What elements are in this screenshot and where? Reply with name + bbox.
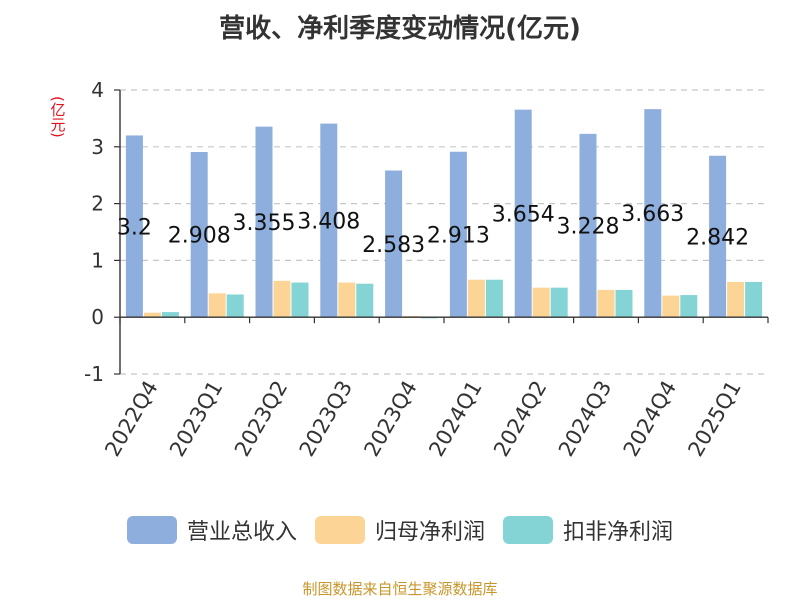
y-tick-label: 4 xyxy=(91,78,104,102)
bar-revenue xyxy=(709,155,727,318)
legend: 营业总收入 归母净利润 扣非净利润 xyxy=(0,514,800,546)
bar-deducted-profit xyxy=(550,287,568,318)
bar-net-profit xyxy=(532,287,550,318)
legend-label-net-profit: 归母净利润 xyxy=(374,520,485,545)
x-tick-label: 2025Q1 xyxy=(683,377,745,461)
bar-revenue xyxy=(579,133,597,318)
legend-label-revenue: 营业总收入 xyxy=(186,520,297,545)
x-tick-label: 2024Q2 xyxy=(489,377,551,461)
data-label-revenue: 3.663 xyxy=(621,202,684,227)
bar-net-profit xyxy=(273,280,291,318)
bar-net-profit xyxy=(208,293,226,318)
legend-item-deducted-profit[interactable]: 扣非净利润 xyxy=(503,514,673,546)
x-tick-label: 2023Q2 xyxy=(230,377,292,461)
bar-deducted-profit xyxy=(745,281,763,318)
data-label-revenue: 3.654 xyxy=(492,202,555,227)
x-tick-label: 2024Q1 xyxy=(424,377,486,461)
x-tick-label: 2024Q3 xyxy=(554,377,616,461)
bar-net-profit xyxy=(338,282,356,318)
bar-deducted-profit xyxy=(291,282,309,318)
y-axis-ticks: 4 3 2 1 0 -1 xyxy=(84,78,120,386)
bar-deducted-profit xyxy=(680,295,698,318)
data-label-revenue: 3.355 xyxy=(233,211,296,236)
x-tick-label: 2023Q3 xyxy=(295,377,357,461)
bar-revenue xyxy=(644,109,662,318)
y-tick-label: 3 xyxy=(91,135,104,159)
bar-net-profit xyxy=(143,312,161,318)
legend-item-revenue[interactable]: 营业总收入 xyxy=(126,514,297,546)
data-label-revenue: 2.913 xyxy=(427,223,490,248)
y-axis-unit-label: (亿元) xyxy=(48,96,67,138)
y-tick-label: 2 xyxy=(91,192,104,216)
bar-net-profit xyxy=(727,281,745,318)
data-label-revenue: 3.2 xyxy=(117,215,152,240)
data-label-revenue: 2.842 xyxy=(686,225,749,250)
bar-deducted-profit xyxy=(615,289,633,318)
x-tick-label: 2024Q4 xyxy=(619,377,681,461)
x-tick-label: 2023Q4 xyxy=(359,377,421,461)
legend-item-net-profit[interactable]: 归母净利润 xyxy=(314,514,485,546)
legend-swatch-deducted-profit xyxy=(503,516,553,544)
bar-revenue xyxy=(125,135,143,318)
legend-swatch-revenue xyxy=(126,516,177,544)
bar-net-profit xyxy=(662,295,680,318)
bar-revenue xyxy=(320,123,338,318)
y-tick-label: -1 xyxy=(84,362,104,386)
bar-deducted-profit xyxy=(485,279,503,318)
legend-swatch-net-profit xyxy=(314,516,365,544)
data-label-revenue: 3.408 xyxy=(297,209,360,234)
y-tick-label: 0 xyxy=(91,305,104,329)
bar-deducted-profit xyxy=(226,294,244,318)
bar-revenue xyxy=(255,126,273,318)
x-tick-label: 2023Q1 xyxy=(165,377,227,461)
bars xyxy=(125,109,763,319)
bar-revenue xyxy=(449,151,467,318)
legend-label-deducted-profit: 扣非净利润 xyxy=(563,520,674,545)
data-label-revenue: 2.908 xyxy=(168,224,231,249)
bar-revenue xyxy=(514,109,532,318)
bar-net-profit xyxy=(597,289,615,318)
data-source-note: 制图数据来自恒生聚源数据库 xyxy=(302,580,498,598)
chart-title: 营收、净利季度变动情况(亿元) xyxy=(219,14,581,44)
x-axis-ticks: 2022Q4 2023Q1 2023Q2 2023Q3 2023Q4 2024Q1 2024… xyxy=(100,317,769,461)
bar-deducted-profit xyxy=(356,283,374,318)
y-tick-label: 1 xyxy=(91,248,104,272)
bar-revenue xyxy=(385,170,403,318)
bar-net-profit xyxy=(467,279,485,318)
x-tick-label: 2022Q4 xyxy=(100,377,162,461)
bar-revenue xyxy=(190,152,208,318)
data-label-revenue: 3.228 xyxy=(557,215,620,240)
bar-deducted-profit xyxy=(161,312,179,318)
data-label-revenue: 2.583 xyxy=(362,233,425,258)
